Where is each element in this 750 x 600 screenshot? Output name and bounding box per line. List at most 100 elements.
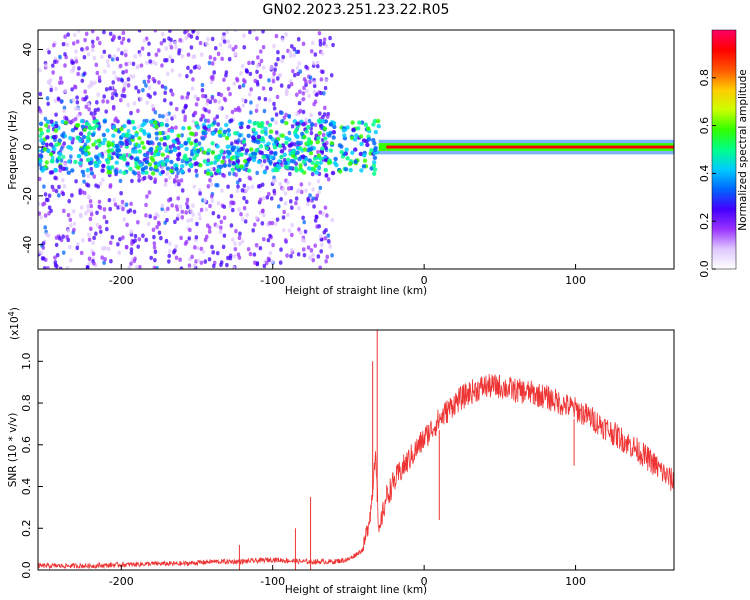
heatmap-cell (222, 173, 227, 179)
heatmap-cell (326, 239, 331, 244)
colorbar: 0.0 0.2 0.4 0.6 0.8 Normalized spectral ampl… (698, 29, 749, 278)
scale-suffix: ) (9, 307, 21, 311)
heatmap-cell (210, 198, 215, 204)
heatmap-cell (52, 146, 57, 152)
heatmap-cell (92, 174, 97, 179)
heatmap-cell (222, 129, 228, 134)
heatmap-cell (155, 224, 159, 230)
heatmap-cell (49, 119, 54, 124)
heatmap-cell (124, 69, 129, 74)
heatmap-cell (365, 142, 370, 148)
heatmap-cell (341, 128, 347, 133)
heatmap-cell (154, 124, 159, 130)
heatmap-cell (290, 232, 294, 238)
heatmap-cell (124, 52, 128, 58)
heatmap-cell (297, 61, 302, 66)
heatmap-cell (215, 183, 220, 188)
heatmap-marks (38, 30, 674, 269)
heatmap-cell (70, 127, 76, 133)
heatmap-cell (302, 85, 306, 91)
heatmap-cell (258, 246, 263, 251)
heatmap-cell (145, 194, 149, 199)
heatmap-cell (88, 126, 93, 131)
heatmap-cell (262, 212, 266, 218)
heatmap-cell (228, 253, 233, 258)
heatmap-cell (85, 157, 91, 163)
heatmap-cell (280, 133, 285, 138)
heatmap-cell (184, 103, 188, 109)
heatmap-cell (39, 138, 44, 143)
heatmap-cell (186, 218, 190, 223)
heatmap-cell (262, 108, 267, 114)
heatmap-cell (269, 196, 274, 201)
heatmap-cell (192, 156, 197, 161)
heatmap-cell (95, 222, 100, 228)
heatmap-cell (226, 184, 230, 189)
heatmap-cell (326, 177, 331, 182)
heatmap-cell (249, 87, 253, 92)
heatmap-cell (329, 73, 334, 78)
heatmap-cell (38, 91, 43, 97)
heatmap-cell (129, 229, 134, 234)
heatmap-cell (330, 217, 335, 223)
heatmap-cell (58, 54, 62, 60)
heatmap-cell (179, 143, 184, 148)
heatmap-cell (153, 257, 157, 263)
heatmap-cell (310, 171, 315, 177)
heatmap-cell (68, 217, 73, 222)
heatmap-cell (286, 180, 290, 185)
heatmap-cell (62, 208, 66, 214)
heatmap-cell (279, 154, 284, 160)
heatmap-cell (105, 59, 110, 64)
heatmap-x-axis-label: Height of straight line (km) (285, 285, 427, 297)
heatmap-cell (157, 80, 161, 85)
heatmap-cell (294, 134, 300, 139)
heatmap-cell (136, 143, 142, 149)
heatmap-cell (104, 219, 109, 225)
heatmap-cell (316, 254, 321, 259)
heatmap-cell (222, 155, 226, 160)
snr-x-tick-label: -200 (109, 575, 134, 588)
heatmap-cell (303, 229, 308, 234)
heatmap-cell (91, 240, 95, 245)
heatmap-cell (141, 129, 147, 134)
heatmap-cell (261, 86, 266, 91)
heatmap-cell (200, 113, 205, 119)
heatmap-cell (316, 179, 321, 184)
heatmap-cell (226, 132, 232, 137)
heatmap-cell (95, 210, 99, 215)
heatmap-cell (65, 234, 69, 240)
heatmap-cell (39, 215, 43, 220)
heatmap-cell (44, 160, 50, 165)
heatmap-cell (101, 163, 106, 169)
heatmap-cell (95, 36, 100, 41)
heatmap-cell (176, 152, 181, 158)
heatmap-cell (288, 199, 293, 204)
heatmap-cell (313, 243, 318, 248)
heatmap-cell (207, 127, 211, 132)
heatmap-cell (46, 266, 50, 269)
heatmap-cell (115, 148, 120, 153)
heatmap-cell (285, 157, 291, 163)
heatmap-cell (258, 144, 264, 149)
heatmap-cell (67, 199, 71, 204)
heatmap-cell (230, 167, 236, 172)
heatmap-cell (143, 165, 149, 170)
heatmap-cell (353, 159, 358, 164)
heatmap-cell (320, 146, 325, 151)
heatmap-cell (126, 209, 131, 214)
heatmap-cell (289, 82, 294, 87)
heatmap-cell (226, 255, 230, 261)
heatmap-cell (66, 212, 71, 218)
heatmap-cell (229, 223, 234, 228)
heatmap-cell (254, 215, 259, 221)
heatmap-cell (350, 120, 355, 125)
heatmap-cell (242, 206, 247, 211)
snr-x-ticks: -200 -100 0 100 (109, 565, 586, 588)
heatmap-cell (121, 235, 125, 240)
heatmap-cell (298, 146, 303, 151)
heatmap-cell (94, 118, 99, 124)
heatmap-cell (239, 121, 244, 126)
heatmap-cell (333, 156, 338, 162)
heatmap-cell (174, 174, 179, 179)
